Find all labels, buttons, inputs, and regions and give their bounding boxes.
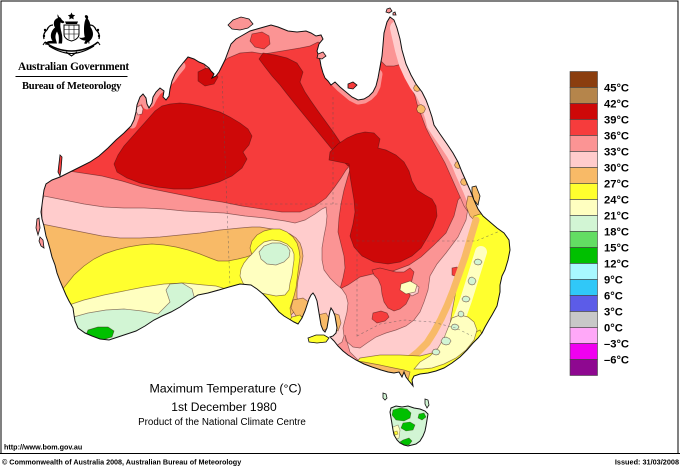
svg-text:Product of the National Climat: Product of the National Climate Centre xyxy=(138,417,306,428)
svg-text:18°C: 18°C xyxy=(604,227,629,239)
svg-text:33°C: 33°C xyxy=(604,147,629,159)
svg-text:27°C: 27°C xyxy=(604,179,629,191)
svg-text:Australian Government: Australian Government xyxy=(18,61,129,73)
svg-text:21°C: 21°C xyxy=(604,211,629,223)
svg-text:Bureau of Meteorology: Bureau of Meteorology xyxy=(22,81,122,92)
svg-text:–6°C: –6°C xyxy=(604,355,629,367)
svg-text:–3°C: –3°C xyxy=(604,339,629,351)
svg-text:42°C: 42°C xyxy=(604,99,629,111)
svg-text:http://www.bom.gov.au: http://www.bom.gov.au xyxy=(4,443,82,452)
svg-text:15°C: 15°C xyxy=(604,243,629,255)
svg-text:36°C: 36°C xyxy=(604,131,629,143)
svg-text:Maximum Temperature (°C): Maximum Temperature (°C) xyxy=(149,382,301,396)
svg-text:0°C: 0°C xyxy=(604,323,623,335)
svg-text:Issued: 31/03/2008: Issued: 31/03/2008 xyxy=(615,458,679,467)
svg-text:1st December 1980: 1st December 1980 xyxy=(171,400,277,414)
svg-text:30°C: 30°C xyxy=(604,163,629,175)
svg-text:24°C: 24°C xyxy=(604,195,629,207)
svg-text:© Commonwealth of Australia 20: © Commonwealth of Australia 2008, Austra… xyxy=(2,458,241,467)
svg-text:45°C: 45°C xyxy=(604,83,629,95)
svg-text:12°C: 12°C xyxy=(604,259,629,271)
svg-text:6°C: 6°C xyxy=(604,291,623,303)
svg-text:9°C: 9°C xyxy=(604,275,623,287)
svg-text:39°C: 39°C xyxy=(604,115,629,127)
svg-text:3°C: 3°C xyxy=(604,307,623,319)
